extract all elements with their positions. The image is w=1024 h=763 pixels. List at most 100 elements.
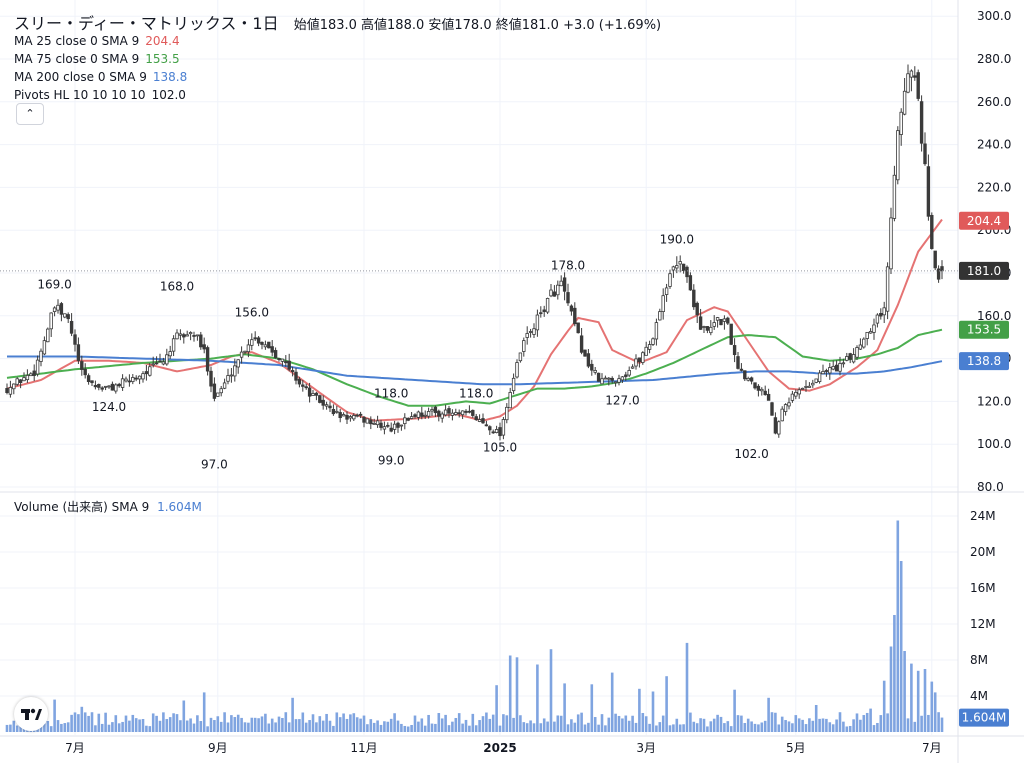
- candle-body: [399, 424, 404, 427]
- candle-body: [294, 371, 298, 381]
- volume-bar: [56, 720, 60, 732]
- volume-bar: [505, 715, 509, 732]
- volume-bar: [400, 723, 403, 732]
- volume-bar: [692, 721, 696, 732]
- volume-bar: [165, 719, 169, 732]
- volume-bar: [536, 664, 539, 732]
- candle-body: [532, 328, 536, 335]
- volume-bar: [73, 712, 77, 732]
- volume-bar: [247, 722, 250, 732]
- volume-bar: [257, 718, 260, 732]
- volume-bar: [828, 722, 832, 732]
- volume-bar: [148, 726, 152, 732]
- tradingview-logo[interactable]: [14, 697, 48, 731]
- candle-body: [566, 292, 570, 304]
- candle-body: [729, 323, 733, 345]
- candle-body: [817, 372, 822, 382]
- candle-body: [5, 388, 9, 394]
- candle-body: [885, 266, 890, 312]
- volume-bar: [413, 715, 417, 732]
- symbol-title[interactable]: スリー・ディー・マトリックス・1日: [14, 14, 279, 33]
- volume-bar: [141, 719, 145, 732]
- candle-body: [525, 333, 529, 338]
- candle-body: [341, 414, 346, 417]
- candle-body: [76, 344, 81, 361]
- candle-body: [120, 378, 125, 388]
- volume-bar: [94, 725, 97, 732]
- volume-bar: [882, 680, 886, 732]
- volume-bar: [301, 712, 305, 732]
- price-tick-label: 160.0: [977, 309, 1011, 323]
- candle-body: [753, 382, 757, 389]
- collapse-legend-button[interactable]: ⌃: [16, 103, 44, 125]
- candle-body: [219, 388, 223, 394]
- legend-ma75[interactable]: MA 75 close 0 SMA 9 153.5: [14, 52, 180, 66]
- volume-bar: [369, 719, 373, 732]
- candle-body: [712, 322, 716, 327]
- volume-bar: [117, 723, 121, 732]
- volume-bar: [519, 715, 522, 732]
- volume-bar: [825, 718, 828, 732]
- volume-legend[interactable]: Volume (出来高) SMA 9 1.604M: [14, 498, 202, 515]
- volume-bar: [590, 684, 594, 732]
- volume-bar: [111, 722, 114, 732]
- candle-body: [209, 370, 213, 387]
- candle-body: [199, 334, 203, 348]
- candle-body: [260, 341, 264, 345]
- volume-bar: [624, 715, 628, 732]
- candle-body: [202, 344, 206, 350]
- candle-body: [352, 415, 356, 420]
- volume-bar: [179, 720, 182, 732]
- candle-body: [433, 406, 438, 414]
- volume-bar: [539, 723, 543, 732]
- volume-bar: [896, 520, 900, 732]
- volume-tick-label: 20M: [970, 545, 996, 559]
- volume-bar: [46, 720, 50, 732]
- volume-bar: [689, 712, 692, 732]
- candle-body: [63, 313, 67, 318]
- candle-body: [770, 402, 774, 416]
- candle-body: [800, 387, 805, 390]
- legend-ma200[interactable]: MA 200 close 0 SMA 9 138.8: [14, 70, 187, 84]
- volume-bar: [658, 722, 662, 732]
- volume-bar: [818, 718, 821, 732]
- candle-body: [545, 298, 550, 313]
- candle-body: [222, 382, 227, 389]
- volume-bar: [216, 716, 220, 732]
- candle-body: [165, 354, 169, 365]
- candle-body: [902, 90, 907, 115]
- candle-body: [613, 381, 618, 384]
- volume-bar: [233, 717, 237, 732]
- candle-body: [430, 409, 434, 412]
- volume-bar: [835, 719, 838, 732]
- pivot-label: 127.0: [605, 393, 639, 407]
- candle-body: [365, 418, 370, 424]
- candle-body: [528, 331, 533, 333]
- volume-bar: [770, 712, 774, 732]
- candle-body: [250, 339, 254, 346]
- candle-body: [838, 363, 842, 372]
- candle-body: [933, 250, 937, 269]
- volume-bar: [862, 715, 866, 732]
- candle-body: [49, 312, 53, 330]
- candle-body: [103, 385, 108, 388]
- volume-bar: [349, 714, 352, 732]
- candle-body: [229, 374, 234, 377]
- tradingview-logo-icon: [21, 708, 42, 720]
- candle-body: [556, 284, 560, 296]
- candle-body: [511, 377, 516, 392]
- candle-body: [828, 367, 832, 374]
- legend-pivots[interactable]: Pivots HL 10 10 10 10 102.0: [14, 88, 186, 102]
- candle-body: [90, 380, 94, 384]
- volume-bar: [406, 726, 410, 732]
- volume-bar: [678, 724, 682, 732]
- volume-bar: [60, 723, 63, 732]
- volume-bar: [607, 717, 611, 732]
- candle-body: [8, 387, 13, 395]
- volume-bar: [784, 720, 787, 732]
- price-tag-box: [959, 352, 1009, 371]
- volume-bar: [927, 714, 930, 732]
- volume-bar: [570, 719, 573, 732]
- legend-ma25[interactable]: MA 25 close 0 SMA 9 204.4: [14, 34, 180, 48]
- volume-bar: [389, 718, 393, 732]
